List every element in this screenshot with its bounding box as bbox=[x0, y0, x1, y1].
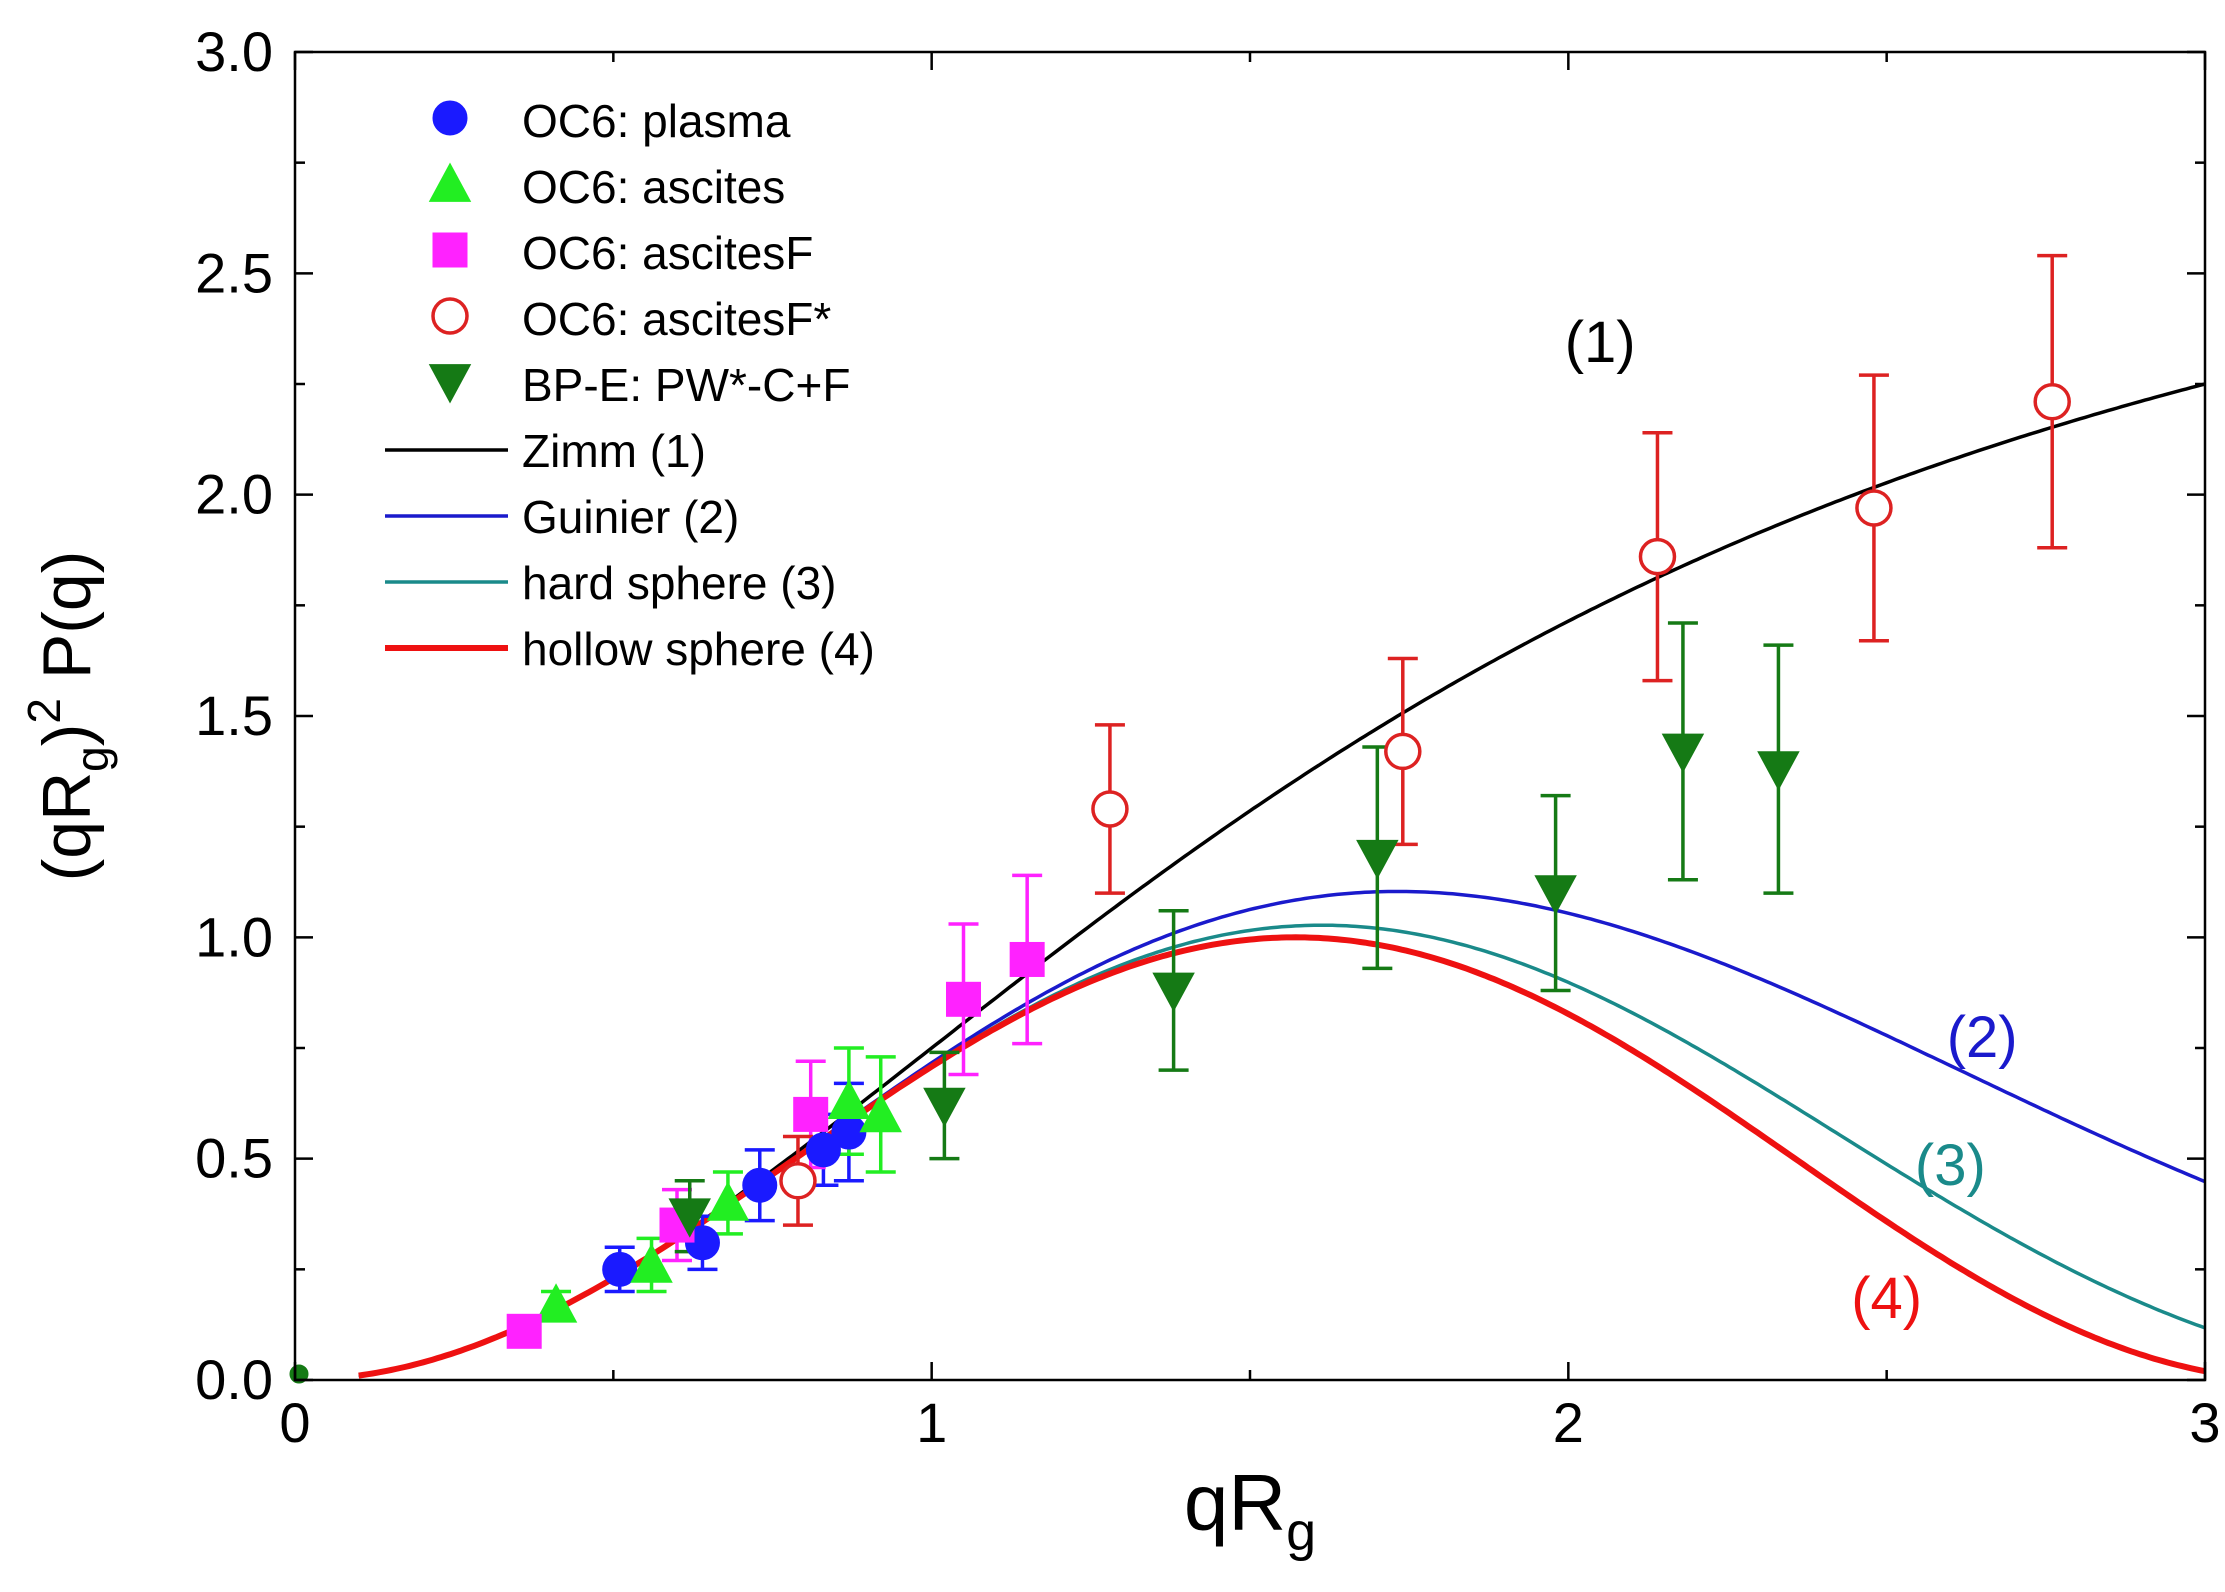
curve-label-hard_sphere: (3) bbox=[1915, 1133, 1986, 1198]
point-bp-e-pw-c-f bbox=[668, 1198, 711, 1238]
point-oc6-ascitesf bbox=[779, 1162, 817, 1200]
point-oc6-plasma bbox=[742, 1167, 778, 1203]
y-tick-label: 0.5 bbox=[195, 1127, 273, 1190]
point-oc6-ascitesf bbox=[506, 1313, 542, 1349]
point-oc6-ascites bbox=[630, 1243, 673, 1283]
point-oc6-plasma bbox=[602, 1251, 638, 1287]
legend-label: BP-E: PW*-C+F bbox=[522, 359, 850, 411]
y-tick-label: 3.0 bbox=[195, 20, 273, 83]
curve-label-hollow_sphere: (4) bbox=[1851, 1266, 1922, 1331]
y-tick-label: 2.5 bbox=[195, 241, 273, 304]
legend-label: OC6: ascitesF bbox=[522, 227, 813, 279]
point-oc6-plasma bbox=[805, 1132, 841, 1168]
curve-label-guinier: (2) bbox=[1947, 1005, 2018, 1070]
legend-marker-oc6-ascitesf bbox=[431, 297, 469, 335]
legend-label: OC6: plasma bbox=[522, 95, 791, 147]
point-oc6-ascitesf bbox=[1855, 489, 1893, 527]
point-oc6-ascitesf bbox=[1091, 790, 1129, 828]
point-bp-e-pw-c-f bbox=[1757, 751, 1800, 791]
axis-ticks: 0 1 2 3 0.0 0.5 1.0 1.5 2.0 2.5 3.0 bbox=[195, 20, 2220, 1454]
legend-marker-oc6-ascitesf bbox=[432, 232, 468, 268]
point-bp-e-pw-c-f bbox=[1152, 972, 1195, 1012]
point-oc6-ascites bbox=[534, 1283, 578, 1323]
legend-label: hollow sphere (4) bbox=[522, 623, 875, 675]
point-bp-e-pw-c-f bbox=[1534, 875, 1577, 915]
legend-label: Guinier (2) bbox=[522, 491, 739, 543]
curve-labels: (1) (2) (3) (4) bbox=[1565, 310, 2018, 1331]
x-tick-label: 0 bbox=[279, 1391, 310, 1454]
point-oc6-ascites bbox=[827, 1079, 871, 1119]
data-markers bbox=[289, 382, 2071, 1384]
point-oc6-ascites bbox=[859, 1092, 902, 1133]
legend-marker-oc6-plasma bbox=[432, 100, 468, 136]
point-bp-e-pw-c-f bbox=[923, 1087, 966, 1127]
point-oc6-ascitesf bbox=[1384, 732, 1422, 771]
legend-label: hard sphere (3) bbox=[522, 557, 837, 609]
legend-marker-bp-e-pw-c-f bbox=[428, 364, 472, 404]
x-tick-label: 1 bbox=[916, 1391, 947, 1454]
point-oc6-ascitesf bbox=[793, 1096, 829, 1132]
curve-label-zimm: (1) bbox=[1565, 310, 1636, 375]
point-oc6-ascites bbox=[706, 1181, 750, 1221]
y-tick-label: 1.5 bbox=[195, 684, 273, 747]
point-bp-e-pw-c-f bbox=[1661, 733, 1705, 773]
y-axis-title: (qRg)2 P(q) bbox=[18, 551, 118, 882]
curve-hollow_sphere bbox=[358, 934, 2206, 1379]
point-oc6-ascitesf bbox=[1009, 941, 1045, 977]
point-bp-e-pw-c-f bbox=[1356, 839, 1399, 880]
y-tick-label: 2.0 bbox=[195, 463, 273, 526]
legend-label: Zimm (1) bbox=[522, 425, 706, 477]
x-tick-label: 2 bbox=[1553, 1391, 1584, 1454]
legend-label: OC6: ascitesF* bbox=[522, 293, 831, 345]
legend-label: OC6: ascites bbox=[522, 161, 785, 213]
model-curves bbox=[358, 382, 2206, 1379]
y-tick-label: 0.0 bbox=[195, 1348, 273, 1411]
x-tick-label: 3 bbox=[2189, 1391, 2220, 1454]
y-tick-label: 1.0 bbox=[195, 905, 273, 968]
point-oc6-ascitesf bbox=[1638, 537, 1677, 576]
legend-marker-oc6-ascites bbox=[428, 162, 472, 202]
legend: OC6: plasma OC6: ascites OC6: ascitesF OC6:… bbox=[385, 95, 875, 675]
x-axis-title: qRg bbox=[1184, 1458, 1316, 1562]
point-oc6-ascitesf bbox=[946, 981, 981, 1017]
point-oc6-ascitesf bbox=[2033, 382, 2071, 421]
